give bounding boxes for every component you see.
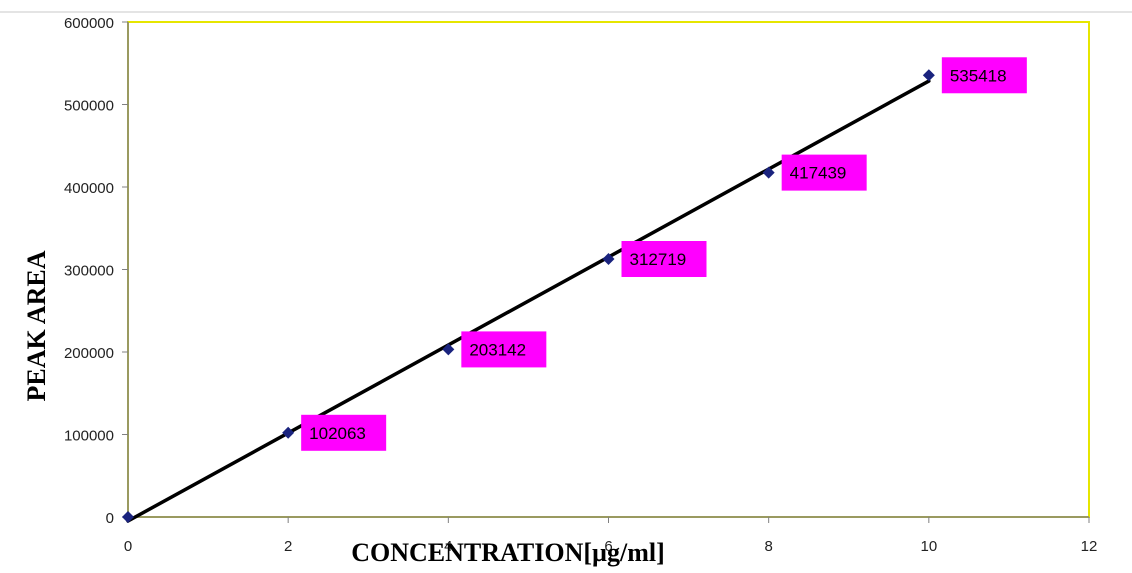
x-tick-label: 0 [124,538,132,555]
data-label-box [301,414,387,451]
x-tick-label: 12 [1081,538,1098,555]
trendline-group [126,79,931,523]
trendline [126,79,931,523]
axes [122,21,1090,523]
y-tick-label: 100000 [64,428,114,445]
x-tick-label: 10 [920,538,937,555]
y-tick-label: 200000 [64,345,114,362]
data-label-box [781,154,867,191]
data-label: 312719 [630,250,687,269]
data-label-box [461,331,547,368]
data-label: 203142 [469,340,526,359]
data-point [922,69,935,82]
x-tick-label: 4 [444,538,452,555]
y-tick-label: 400000 [64,180,114,197]
x-axis-title: CONCENTRATION[µg/ml] [351,538,665,567]
y-tick-label: 500000 [64,98,114,115]
data-label: 417439 [790,164,847,183]
y-tick-label: 600000 [64,15,114,32]
x-tick-label: 2 [284,538,292,555]
tick-labels: 0 2 4 6 8 10 12 0 100000 200000 300000 400000 500000… [64,15,1097,555]
y-axis-title: PEAK AREA [22,250,51,401]
data-point [442,343,455,356]
data-label-box [621,241,707,278]
data-label: 102063 [309,424,366,443]
data-point [122,511,134,523]
data-point [602,253,615,266]
y-tick-label: 300000 [64,263,114,280]
data-point [762,166,775,179]
data-point [282,426,295,439]
x-tick-label: 6 [604,538,612,555]
data-label-box [941,57,1027,94]
data-label: 535418 [950,66,1007,85]
x-tick-label: 8 [764,538,772,555]
data-points [122,69,935,523]
data-labels: 102063 203142 312719 417439 535418 [301,57,1027,451]
y-tick-label: 0 [106,510,114,527]
